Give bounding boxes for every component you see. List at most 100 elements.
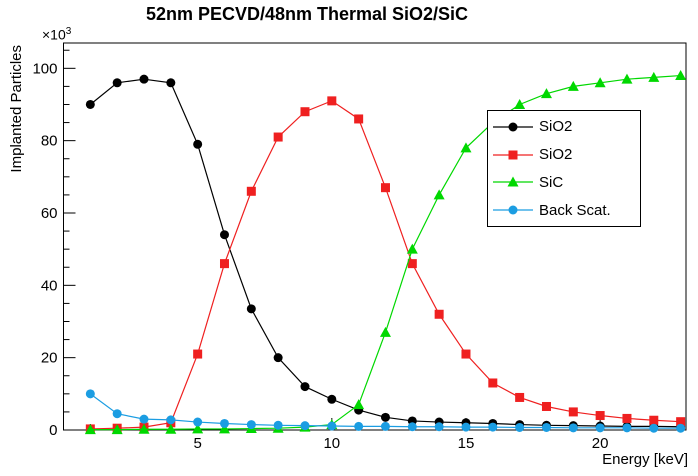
series-marker xyxy=(567,80,579,91)
legend-label-sio2-pecvd: SiO2 xyxy=(539,118,573,136)
chart-title: 52nm PECVD/48nm Thermal SiO2/SiC xyxy=(145,4,469,24)
legend: SiO2 SiO2 SiC Back Scat. xyxy=(487,110,641,227)
series-marker xyxy=(246,304,256,314)
legend-marker-sio2-pecvd-icon xyxy=(493,122,533,132)
series-marker xyxy=(192,423,204,434)
series-marker xyxy=(354,421,364,431)
series-marker xyxy=(273,420,283,430)
y-tick-label: 80 xyxy=(41,133,58,150)
series-marker xyxy=(219,259,229,269)
legend-label-sic: SiC xyxy=(539,173,564,191)
series-marker xyxy=(327,394,337,404)
y-tick-label: 40 xyxy=(41,277,58,294)
series-marker xyxy=(675,70,687,81)
y-axis-ticks xyxy=(63,49,76,431)
plot-frame xyxy=(63,42,687,431)
series-marker xyxy=(515,422,525,432)
series-marker xyxy=(434,309,444,319)
series-marker xyxy=(595,411,605,421)
series-marker xyxy=(273,353,283,363)
y-axis-multiplier-exp: 3 xyxy=(65,26,72,37)
series-marker xyxy=(300,107,310,117)
series-marker xyxy=(488,378,498,388)
x-tick-label: 15 xyxy=(458,435,475,452)
series-marker xyxy=(218,423,230,434)
series-marker xyxy=(85,99,95,109)
legend-entry-sic: SiC xyxy=(488,169,640,195)
y-axis-multiplier-base: ×10 xyxy=(42,26,66,43)
x-tick-label: 20 xyxy=(592,435,609,452)
series-marker xyxy=(568,407,578,417)
series-marker xyxy=(353,399,365,410)
x-tick-label: 5 xyxy=(193,435,201,452)
legend-entry-sio2-thermal: SiO2 xyxy=(488,142,640,168)
series-marker xyxy=(166,415,176,425)
series-marker xyxy=(246,186,256,196)
series-marker xyxy=(354,114,364,124)
y-axis-title: Implanted Particles xyxy=(8,45,25,173)
legend-marker xyxy=(507,176,519,187)
series-marker xyxy=(300,421,310,431)
series-marker xyxy=(380,183,390,193)
series-marker xyxy=(648,71,660,82)
legend-marker-sio2-thermal-icon xyxy=(493,150,533,160)
series-marker xyxy=(327,96,337,106)
series-marker xyxy=(380,412,390,422)
series-marker xyxy=(166,78,176,88)
series-marker xyxy=(541,401,551,411)
series-marker xyxy=(434,422,444,432)
legend-marker xyxy=(508,205,518,215)
series-marker xyxy=(595,423,605,433)
series-3 xyxy=(85,389,686,433)
legend-label-sio2-thermal: SiO2 xyxy=(539,146,573,164)
legend-entry-sio2-pecvd: SiO2 xyxy=(488,114,640,140)
series-marker xyxy=(676,417,686,427)
series-marker xyxy=(433,189,445,200)
y-tick-label: 60 xyxy=(41,205,58,222)
series-marker xyxy=(649,423,659,433)
series-marker xyxy=(165,423,177,434)
series-marker xyxy=(300,382,310,392)
series-marker xyxy=(111,424,123,435)
legend-marker-backscat-icon xyxy=(493,205,533,215)
series-marker xyxy=(541,422,551,432)
series-marker xyxy=(219,230,229,240)
series-marker xyxy=(112,409,122,419)
y-tick-label: 20 xyxy=(41,350,58,367)
y-tick-label: 0 xyxy=(49,422,57,439)
legend-label-backscat: Back Scat. xyxy=(539,201,611,219)
series-marker xyxy=(407,422,417,432)
series-marker xyxy=(460,142,472,153)
legend-marker xyxy=(508,150,518,160)
series-marker xyxy=(273,132,283,142)
series-marker xyxy=(622,413,632,423)
series-marker xyxy=(246,420,256,430)
series-marker xyxy=(219,418,229,428)
series-marker xyxy=(327,421,337,431)
x-tick-label: 10 xyxy=(323,435,340,452)
y-axis-multiplier: ×103 xyxy=(42,26,71,43)
series-marker xyxy=(515,392,525,402)
x-axis-title: Energy [keV] xyxy=(602,451,688,468)
legend-marker-sic-icon xyxy=(493,176,533,187)
series-marker xyxy=(85,389,95,399)
series-marker xyxy=(488,422,498,432)
series-marker xyxy=(380,421,390,431)
series-marker xyxy=(139,74,149,84)
series-marker xyxy=(112,78,122,88)
series-marker xyxy=(407,259,417,269)
series-marker xyxy=(84,424,96,435)
series-marker xyxy=(379,326,391,337)
series-marker xyxy=(649,415,659,425)
series-marker xyxy=(622,423,632,433)
series-marker xyxy=(568,423,578,433)
series-marker xyxy=(139,414,149,424)
series-marker xyxy=(621,73,633,84)
y-tick-label: 100 xyxy=(32,60,57,77)
series-marker xyxy=(193,417,203,427)
legend-entry-backscat: Back Scat. xyxy=(488,197,640,223)
series-marker xyxy=(138,423,150,434)
series-marker xyxy=(193,139,203,149)
